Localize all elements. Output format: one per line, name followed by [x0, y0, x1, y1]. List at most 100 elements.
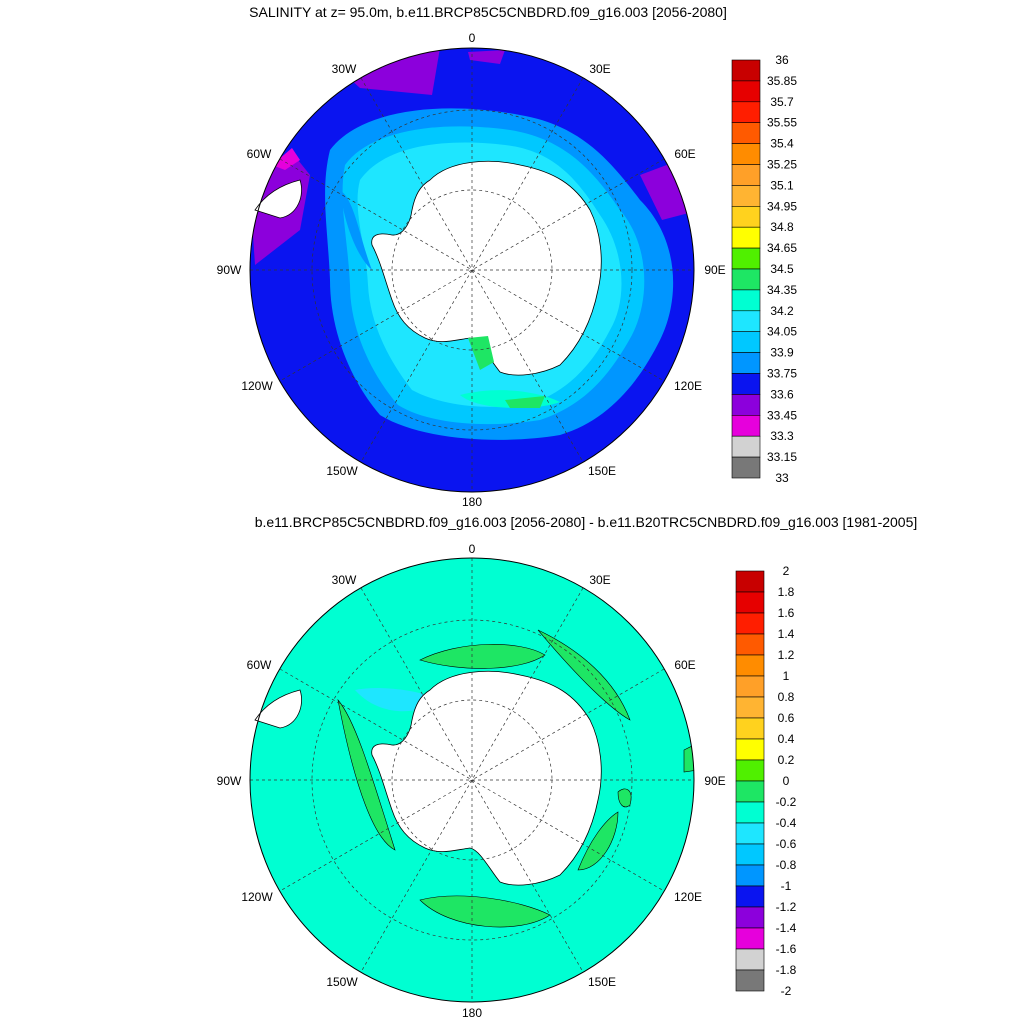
difference-colorbar-tick-label: -0.4	[776, 816, 797, 830]
antarctica-landmass-bottom	[371, 670, 602, 886]
difference-colorbar-swatch	[735, 969, 765, 992]
peninsula-shelf	[340, 190, 372, 270]
lon-label: 120W	[241, 379, 273, 393]
difference-colorbar-swatch	[735, 843, 765, 866]
salinity-colorbar-swatch	[731, 435, 761, 458]
difference-colorbar-swatch	[735, 675, 765, 698]
difference-colorbar-tick-label: -1.2	[776, 900, 797, 914]
lon-label: 120E	[674, 379, 702, 393]
salinity-colorbar-tick-label: 34.05	[767, 325, 797, 339]
salinity-colorbar-tick-label: 34.65	[767, 241, 797, 255]
salinity-colorbar-tick-label: 34.35	[767, 283, 797, 297]
lon-label: 150E	[588, 464, 616, 478]
difference-colorbar-tick-label: -1.6	[776, 942, 797, 956]
salinity-colorbar-tick-label: 34.95	[767, 199, 797, 213]
difference-colorbar-tick-label: 2	[783, 564, 790, 578]
salinity-colorbar-tick-label: 33.15	[767, 450, 797, 464]
salinity-colorbar-tick-label: 35.25	[767, 158, 797, 172]
weddell-green-patch	[468, 336, 494, 370]
bottom-map-title: b.e11.BRCP85C5CNBDRD.f09_g16.003 [2056-2…	[254, 514, 918, 530]
lon-label: 150W	[326, 975, 358, 989]
salinity-colorbar-tick-label: 33.45	[767, 408, 797, 422]
positive-anomaly-edge	[683, 741, 694, 773]
positive-anomaly-east	[577, 811, 619, 871]
salinity-colorbar-tick-label: 35.7	[770, 95, 794, 109]
salinity-colorbar-swatch	[731, 394, 761, 416]
south-america-tip-bottom	[254, 689, 302, 729]
top-map-title: SALINITY at z= 95.0m, b.e11.BRCP85C5CNBD…	[249, 4, 727, 20]
salinity-colorbar-swatch	[731, 80, 761, 103]
lon-label: 180	[462, 1006, 482, 1020]
salinity-colorbar-tick-label: 33	[775, 471, 789, 485]
difference-colorbar: 2 1.8 1.6 1.4 1.2 1 0.8 0.6 0.4 0.2 0 -0.2 -0.4 -0.6 -…	[735, 564, 797, 998]
difference-colorbar-swatch	[735, 696, 765, 719]
salinity-polar-map: 0 30E 60E 90E 120E 150E 180 150W 120W 90…	[217, 31, 726, 509]
difference-colorbar-swatch	[735, 738, 765, 761]
lon-label: 90E	[704, 263, 725, 277]
difference-colorbar-swatch	[735, 927, 765, 950]
lon-label: 30W	[332, 573, 357, 587]
difference-colorbar-tick-label: 0.4	[778, 732, 795, 746]
lon-label: 30W	[332, 62, 357, 76]
difference-colorbar-swatch	[735, 570, 765, 593]
graticule-bottom	[250, 558, 694, 1002]
difference-colorbar-swatch	[735, 654, 765, 677]
salinity-colorbar-tick-label: 33.9	[770, 346, 794, 360]
difference-colorbar-swatch	[735, 717, 765, 740]
difference-colorbar-swatch	[735, 801, 765, 824]
salinity-colorbar-swatch	[731, 59, 761, 82]
salinity-colorbar-tick-label: 33.75	[767, 367, 797, 381]
salinity-colorbar-swatch	[731, 101, 761, 124]
difference-colorbar-tick-label: 0	[783, 774, 790, 788]
contour-band-34-5-patch	[505, 396, 545, 408]
lon-label: 120E	[674, 890, 702, 904]
difference-colorbar-tick-label: 0.6	[778, 711, 795, 725]
salinity-colorbar-tick-label: 35.1	[770, 178, 794, 192]
difference-colorbar-tick-label: -1.8	[776, 963, 797, 977]
salinity-colorbar-tick-label: 35.85	[767, 74, 797, 88]
lon-label: 60E	[674, 147, 695, 161]
salinity-colorbar-swatch	[731, 247, 761, 270]
difference-colorbar-tick-label: -0.8	[776, 858, 797, 872]
difference-colorbar-swatch	[735, 633, 765, 656]
difference-colorbar-swatch	[735, 759, 765, 782]
difference-colorbar-tick-label: -1	[781, 879, 792, 893]
purple-patch-north	[340, 48, 440, 95]
difference-colorbar-swatch	[735, 906, 765, 929]
lon-label: 60E	[674, 658, 695, 672]
lon-label: 180	[462, 495, 482, 509]
salinity-colorbar-tick-label: 35.55	[767, 116, 797, 130]
graticule-top	[250, 48, 694, 492]
salinity-colorbar-swatch	[731, 143, 761, 165]
map-boundary-bottom	[249, 557, 695, 1003]
purple-patch-north2	[468, 50, 505, 64]
difference-colorbar-swatch	[735, 948, 765, 971]
salinity-colorbar-tick-label: 34.8	[770, 220, 794, 234]
map-boundary-top	[249, 47, 695, 493]
positive-anomaly-south	[419, 895, 551, 928]
lon-label: 30E	[589, 573, 610, 587]
salinity-colorbar-tick-label: 34.2	[770, 304, 794, 318]
salinity-colorbar-swatch	[731, 185, 761, 207]
salinity-colorbar-swatch	[731, 310, 761, 332]
lon-label: 90E	[704, 774, 725, 788]
difference-colorbar-tick-label: 0.8	[778, 690, 795, 704]
difference-colorbar-tick-label: -2	[781, 984, 792, 998]
difference-colorbar-tick-label: 1.8	[778, 585, 795, 599]
lon-label: 150E	[588, 975, 616, 989]
lon-label: 0	[469, 31, 476, 45]
positive-anomaly-northeast	[537, 629, 631, 721]
lon-label: 0	[469, 542, 476, 556]
salinity-colorbar-swatch	[731, 373, 761, 395]
salinity-colorbar-swatch	[731, 164, 761, 186]
lon-label: 60W	[247, 658, 272, 672]
lon-label: 30E	[589, 62, 610, 76]
difference-colorbar-swatch	[735, 864, 765, 887]
salinity-colorbar-tick-label: 33.6	[770, 387, 794, 401]
salinity-colorbar-swatch	[731, 268, 761, 291]
difference-colorbar-swatch	[735, 591, 765, 614]
salinity-colorbar-swatch	[731, 352, 761, 374]
difference-colorbar-tick-label: 1.4	[778, 627, 795, 641]
salinity-colorbar-swatch	[731, 331, 761, 353]
